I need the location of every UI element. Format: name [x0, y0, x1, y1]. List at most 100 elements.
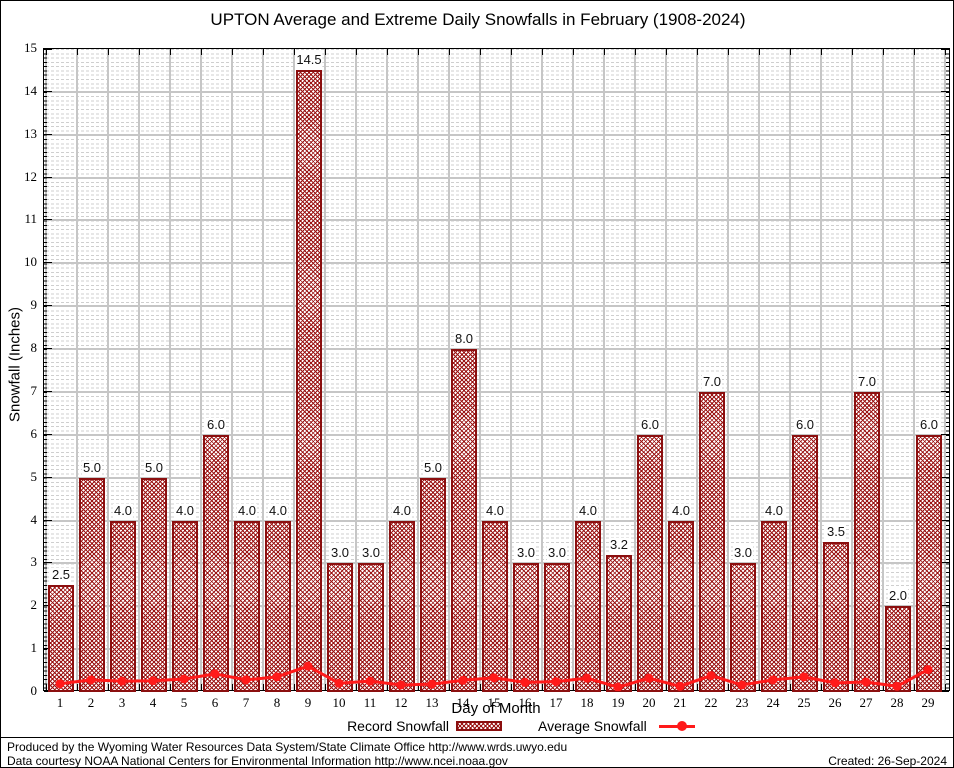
major-gridline-vertical: [757, 49, 760, 690]
x-axis-tick: [417, 684, 419, 690]
bar-value-label: 6.0: [639, 416, 661, 432]
y-tick-label: 9: [30, 297, 38, 313]
bar-value-label: 14.5: [295, 52, 323, 68]
major-gridline-horizontal: [44, 219, 949, 222]
x-axis-tick: [200, 684, 202, 690]
record-snowfall-bar-day-15: [482, 520, 508, 692]
y-axis-major-tick: [44, 348, 52, 350]
y-axis-major-tick: [44, 219, 52, 221]
major-gridline-vertical: [912, 49, 915, 690]
average-marker-icon: [677, 721, 687, 731]
record-snowfall-bar-day-16: [513, 563, 539, 692]
major-gridline-vertical: [199, 49, 202, 690]
bar-value-label: 7.0: [701, 373, 723, 389]
x-axis-tick: [882, 49, 884, 55]
bar-value-label: 3.0: [329, 545, 351, 561]
y-axis-major-tick: [941, 562, 949, 564]
y-axis-major-tick: [44, 133, 52, 135]
record-snowfall-bar-day-8: [265, 520, 291, 692]
record-snowfall-bar-day-2: [79, 477, 105, 692]
major-gridline-horizontal: [44, 90, 949, 93]
major-gridline-vertical: [540, 49, 543, 690]
x-axis-tick: [665, 684, 667, 690]
x-axis-tick: [200, 49, 202, 55]
major-gridline-vertical: [509, 49, 512, 690]
x-axis-tick: [138, 49, 140, 55]
record-snowfall-bar-day-10: [327, 563, 353, 692]
chart-title: UPTON Average and Extreme Daily Snowfall…: [210, 10, 746, 29]
x-axis-tick: [851, 684, 853, 690]
bar-value-label: 5.0: [143, 459, 165, 475]
record-snowfall-bar-day-17: [544, 563, 570, 692]
x-tick-label: 14: [456, 695, 470, 710]
major-gridline-vertical: [664, 49, 667, 690]
record-snowfall-bar-day-11: [358, 563, 384, 692]
x-axis-tick: [882, 684, 884, 690]
y-tick-label: 1: [30, 640, 38, 656]
x-axis-tick: [727, 684, 729, 690]
x-axis-tick: [417, 49, 419, 55]
y-tick-label: 7: [30, 382, 38, 398]
bar-value-label: 3.0: [546, 545, 568, 561]
major-gridline-vertical: [819, 49, 822, 690]
x-tick-label: 16: [518, 695, 532, 710]
x-axis-tick: [169, 49, 171, 55]
x-axis-tick: [386, 684, 388, 690]
x-tick-label: 13: [425, 695, 439, 710]
x-axis-tick: [479, 684, 481, 690]
x-axis-tick: [758, 684, 760, 690]
major-gridline-vertical: [230, 49, 233, 690]
y-tick-label: 5: [30, 468, 38, 484]
y-axis-major-tick: [44, 262, 52, 264]
y-axis-minor-ticks: [946, 49, 949, 690]
record-snowfall-bar-day-28: [885, 606, 911, 692]
record-snowfall-bar-day-22: [699, 391, 725, 692]
x-tick-label: 27: [859, 695, 873, 710]
y-axis-label: Snowfall (Inches): [6, 306, 24, 423]
x-axis-tick: [820, 684, 822, 690]
x-tick-label: 17: [549, 695, 563, 710]
x-tick-label: 5: [180, 695, 188, 710]
x-tick-label: 23: [735, 695, 749, 710]
bar-value-label: 4.0: [484, 502, 506, 518]
x-tick-label: 11: [363, 695, 377, 710]
x-axis-tick: [696, 684, 698, 690]
x-axis-tick: [913, 684, 915, 690]
bar-value-label: 4.0: [174, 502, 196, 518]
record-snowfall-bar-day-18: [575, 520, 601, 692]
x-tick-label: 4: [149, 695, 157, 710]
y-axis-major-tick: [44, 562, 52, 564]
y-axis-major-tick: [941, 605, 949, 607]
x-axis-tick: [820, 49, 822, 55]
bar-value-label: 6.0: [205, 416, 227, 432]
x-tick-label: 26: [828, 695, 842, 710]
x-axis-tick: [603, 49, 605, 55]
record-snowfall-bar-day-23: [730, 563, 756, 692]
record-snowfall-bar-day-26: [823, 541, 849, 692]
record-snowfall-bar-day-29: [916, 434, 942, 692]
bar-value-label: 4.0: [112, 502, 134, 518]
bar-value-label: 2.0: [887, 588, 909, 604]
y-axis-major-tick: [941, 262, 949, 264]
y-axis-minor-ticks: [44, 49, 47, 690]
x-axis-tick: [324, 684, 326, 690]
major-gridline-vertical: [106, 49, 109, 690]
x-axis-tick: [107, 684, 109, 690]
record-snowfall-bar-day-20: [637, 434, 663, 692]
x-axis-tick: [448, 684, 450, 690]
bar-value-label: 3.0: [360, 545, 382, 561]
footer-created-date: Created: 26-Sep-2024: [828, 754, 947, 768]
bar-value-label: 4.0: [267, 502, 289, 518]
plot-area: 2.5 5.0 4.0 5.0 4.0 6.0 4.0 4.0 14.5 3.0 3.0 4.0 5.0…: [43, 48, 950, 692]
major-gridline-vertical: [726, 49, 729, 690]
record-snowfall-bar-day-5: [172, 520, 198, 692]
x-axis-tick: [758, 49, 760, 55]
x-axis-tick: [665, 49, 667, 55]
x-axis-tick: [262, 684, 264, 690]
major-gridline-horizontal: [44, 476, 949, 479]
legend-average-label: Average Snowfall: [538, 718, 647, 734]
bar-value-label: 8.0: [453, 331, 475, 347]
bar-value-label: 6.0: [794, 416, 816, 432]
y-tick-label: 2: [30, 597, 38, 613]
